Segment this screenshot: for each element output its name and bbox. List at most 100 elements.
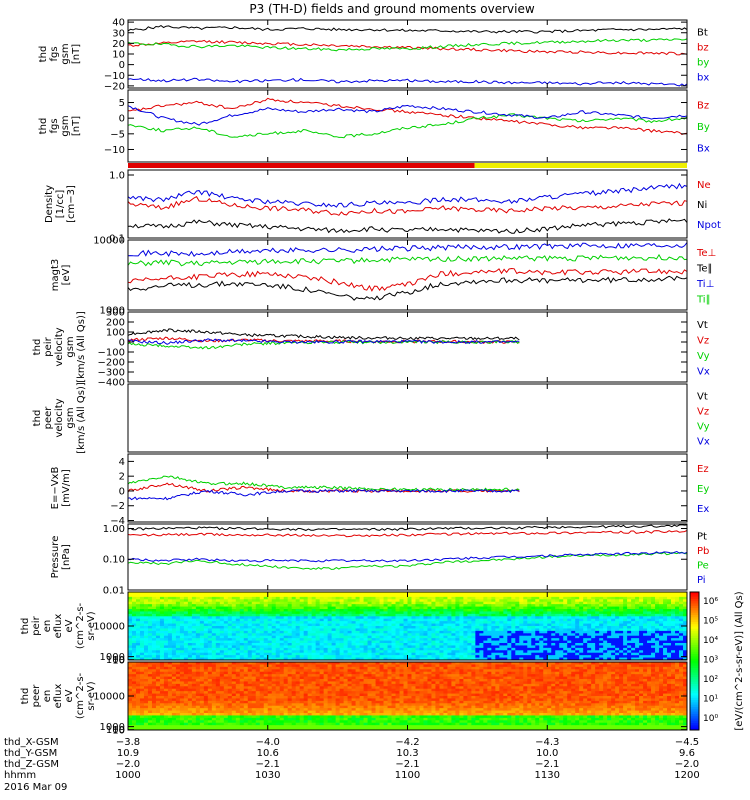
spectrogram-cell bbox=[587, 611, 592, 615]
spectrogram-cell bbox=[211, 674, 217, 677]
spectrogram-cell bbox=[335, 609, 341, 612]
spectrogram-cell bbox=[615, 613, 620, 617]
spectrogram-cell bbox=[143, 671, 149, 675]
y-axis-label: fgs bbox=[49, 118, 60, 133]
spectrogram-cell bbox=[207, 606, 213, 610]
spectrogram-cell bbox=[187, 596, 193, 600]
spectrogram-cell bbox=[419, 647, 424, 651]
spectrogram-cell bbox=[579, 657, 584, 661]
spectrogram-cell bbox=[299, 652, 305, 656]
spectrogram-cell bbox=[179, 611, 185, 615]
spectrogram-cell bbox=[415, 645, 420, 649]
spectrogram-cell bbox=[171, 633, 177, 637]
spectrogram-cell bbox=[627, 609, 632, 612]
spectrogram-cell bbox=[623, 594, 628, 598]
spectrogram-cell bbox=[191, 693, 197, 697]
spectrogram-cell bbox=[287, 633, 293, 637]
spectrogram-cell bbox=[135, 599, 141, 603]
spectrogram-cell bbox=[295, 638, 301, 641]
spectrogram-cell bbox=[523, 650, 528, 654]
spectrogram-cell bbox=[575, 635, 580, 639]
spectrogram-cell bbox=[179, 635, 185, 639]
spectrogram-cell bbox=[419, 618, 424, 622]
spectrogram-cell bbox=[211, 708, 217, 711]
spectrogram-cell bbox=[199, 626, 205, 629]
spectrogram-cell bbox=[643, 652, 648, 656]
spectrogram-cell bbox=[411, 633, 416, 637]
spectrogram-cell bbox=[311, 599, 317, 603]
spectrogram-cell bbox=[523, 657, 528, 661]
spectrogram-cell bbox=[128, 623, 133, 627]
spectrogram-cell bbox=[239, 633, 245, 637]
spectrogram-cell bbox=[187, 611, 193, 615]
legend-entry: Ni bbox=[697, 200, 707, 211]
spectrogram-cell bbox=[155, 720, 161, 724]
spectrogram-cell bbox=[411, 650, 416, 654]
spectrogram-cell bbox=[135, 708, 141, 711]
spectrogram-cell bbox=[223, 686, 229, 690]
spectrogram-cell bbox=[347, 652, 352, 656]
spectrogram-cell bbox=[523, 623, 528, 627]
spectrogram-cell bbox=[315, 618, 321, 622]
spectrogram-cell bbox=[663, 623, 668, 627]
legend-entry: By bbox=[697, 122, 710, 133]
spectrogram-cell bbox=[183, 599, 189, 603]
spectrogram-cell bbox=[259, 618, 265, 622]
spectrogram-cell bbox=[143, 626, 149, 629]
spectrogram-cell bbox=[323, 601, 329, 605]
spectrogram-cell bbox=[175, 594, 181, 598]
spectrogram-cell bbox=[219, 609, 225, 612]
spectrogram-cell bbox=[659, 640, 664, 644]
spectrogram-cell bbox=[643, 650, 648, 654]
spectrogram-cell bbox=[223, 616, 229, 620]
spectrogram-cell bbox=[571, 601, 576, 605]
spectrogram-cell bbox=[235, 688, 241, 692]
spectrogram-cell bbox=[135, 681, 141, 685]
spectrogram-cell bbox=[579, 652, 584, 656]
spectrogram-cell bbox=[191, 664, 197, 668]
spectrogram-cell bbox=[407, 618, 412, 622]
spectrogram-cell bbox=[631, 655, 636, 658]
spectrogram-cell bbox=[307, 616, 313, 620]
spectrogram-cell bbox=[519, 601, 524, 605]
spectrogram-cell bbox=[431, 640, 436, 644]
spectrogram-cell bbox=[199, 708, 205, 711]
spectrogram-cell bbox=[403, 601, 408, 605]
spectrogram-cell bbox=[651, 592, 656, 595]
spectrogram-cell bbox=[487, 606, 492, 610]
spectrogram-cell bbox=[391, 655, 396, 658]
spectrogram-cell bbox=[591, 618, 596, 622]
spectrogram-cell bbox=[259, 616, 265, 620]
spectrogram-cell bbox=[491, 647, 496, 651]
spectrogram-cell bbox=[187, 592, 193, 595]
spectrogram-cell bbox=[399, 645, 404, 649]
spectrogram-cell bbox=[403, 594, 408, 598]
spectrogram-cell bbox=[475, 638, 480, 641]
spectrogram-cell bbox=[387, 616, 392, 620]
spectrogram-cell bbox=[611, 611, 616, 615]
spectrogram-cell bbox=[191, 666, 197, 670]
spectrogram-cell bbox=[319, 596, 325, 600]
spectrogram-cell bbox=[443, 657, 448, 661]
spectrogram-cell bbox=[175, 626, 181, 629]
spectrogram-cell bbox=[619, 643, 624, 646]
spectrogram-cell bbox=[579, 630, 584, 634]
spectrogram-cell bbox=[575, 638, 580, 641]
spectrogram-cell bbox=[499, 604, 504, 607]
spectrogram-cell bbox=[167, 640, 173, 644]
spectrogram-cell bbox=[335, 643, 341, 646]
spectrogram-cell bbox=[371, 633, 376, 637]
spectrogram-cell bbox=[307, 596, 313, 600]
spectrogram-cell bbox=[307, 630, 313, 634]
spectrogram-cell bbox=[247, 655, 253, 658]
spectrogram-cell bbox=[487, 630, 492, 634]
spectrogram-cell bbox=[663, 599, 668, 603]
spectrogram-cell bbox=[167, 676, 173, 680]
spectrogram-cell bbox=[475, 592, 480, 595]
spectrogram-cell bbox=[535, 611, 540, 615]
spectrogram-cell bbox=[651, 645, 656, 649]
spectrogram-cell bbox=[447, 611, 452, 615]
spectrogram-cell bbox=[163, 645, 169, 649]
y-axis-label: E=−VxB bbox=[50, 467, 61, 510]
spectrogram-cell bbox=[587, 609, 592, 612]
